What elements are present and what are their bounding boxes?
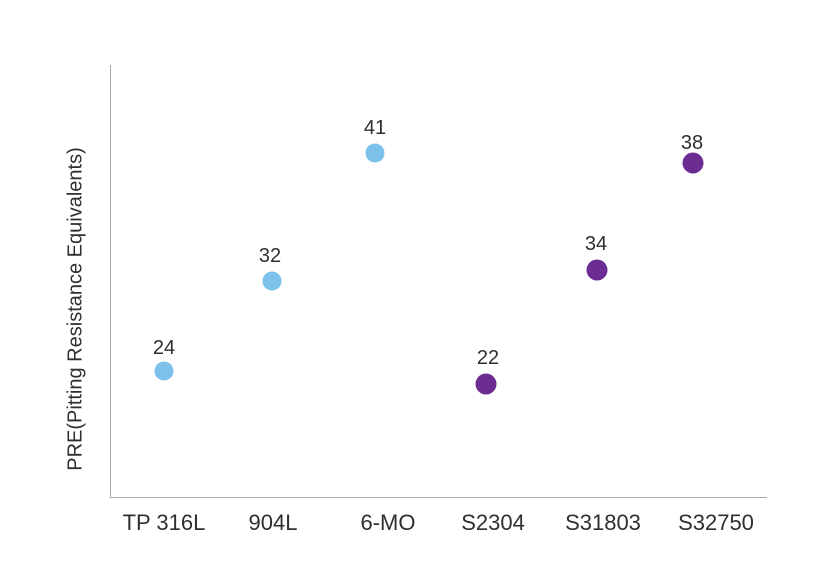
data-point (475, 373, 497, 395)
x-tick-label: S31803 (565, 510, 641, 535)
value-label: 41 (363, 117, 387, 139)
data-point (682, 152, 704, 174)
value-label: 34 (584, 233, 608, 255)
x-tick-label: TP 316L (122, 510, 206, 535)
value-label: 24 (152, 337, 176, 359)
data-point (586, 259, 608, 281)
x-tick-label: 904L (248, 510, 298, 535)
plot-area (110, 65, 767, 498)
value-label: 32 (258, 245, 282, 267)
x-tick-label: 6-MO (360, 510, 416, 535)
value-label: 22 (476, 347, 500, 369)
x-tick-label: S32750 (678, 510, 754, 535)
data-point (154, 361, 174, 381)
data-point (365, 143, 385, 163)
y-axis-title: PRE(Pitting Resistance Equivalents) (64, 147, 87, 471)
x-tick-label: S2304 (461, 510, 525, 535)
value-label: 38 (680, 132, 704, 154)
data-point (262, 271, 282, 291)
